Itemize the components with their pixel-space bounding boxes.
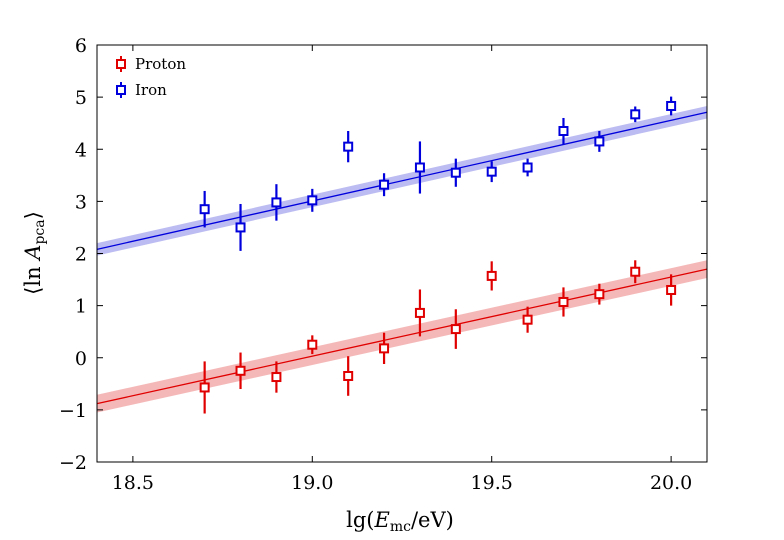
y-tick-label: 1 [75,296,87,318]
fit-bands [97,105,707,413]
x-tick-labels: 18.5 19.0 19.5 20.0 [112,472,693,494]
y-tick-label: 0 [75,348,87,370]
data-point-proton [199,382,210,393]
data-point-proton [450,324,461,335]
legend-iron-marker [116,85,126,95]
fit-line-iron [96,111,708,250]
data-point-iron [343,141,354,152]
data-point-iron [594,136,605,147]
data-point-iron [271,197,282,208]
y-tick-label: 4 [75,139,87,161]
y-tick-label: 2 [75,244,87,266]
legend-iron-label: Iron [135,81,167,99]
y-tick-label: 3 [75,191,87,213]
data-point-iron [235,222,246,233]
data-markers [199,100,677,393]
data-point-iron [666,100,677,111]
data-point-iron [486,166,497,177]
legend-item-proton: Proton [116,55,186,73]
legend-proton-marker [116,59,126,69]
data-point-proton [666,284,677,295]
data-point-iron [414,162,425,173]
data-point-proton [522,314,533,325]
axis-ticks [97,44,707,463]
x-tick-label: 18.5 [112,472,154,494]
x-tick-label: 19.5 [471,472,513,494]
data-point-iron [522,162,533,173]
y-tick-label: −1 [59,400,87,422]
y-tick-labels: −2 −1 0 1 2 3 4 5 6 [59,35,87,474]
legend-item-iron: Iron [116,81,167,99]
y-axis-title: ⟨ln Apca⟩ [21,211,48,295]
data-point-iron [379,179,390,190]
y-tick-label: 5 [75,87,87,109]
data-point-proton [630,266,641,277]
data-point-iron [199,204,210,215]
data-point-proton [486,270,497,281]
data-point-proton [307,339,318,350]
data-point-iron [307,195,318,206]
data-point-proton [379,343,390,354]
legend: Proton Iron [116,55,186,99]
fit-line-proton [96,268,708,405]
y-tick-label: −2 [59,452,87,474]
x-axis-title: lg(Emc/eV) [346,508,454,535]
data-point-proton [343,370,354,381]
data-point-proton [414,307,425,318]
data-point-proton [558,296,569,307]
data-point-proton [271,372,282,383]
data-point-iron [630,109,641,120]
data-point-proton [235,365,246,376]
data-point-proton [594,289,605,300]
plot-frame [96,44,708,463]
legend-proton-label: Proton [135,55,186,73]
x-tick-label: 20.0 [650,472,692,494]
data-point-iron [558,126,569,137]
data-point-iron [450,167,461,178]
fit-lines [96,111,708,405]
y-tick-label: 6 [75,35,87,57]
x-tick-label: 19.0 [291,472,333,494]
